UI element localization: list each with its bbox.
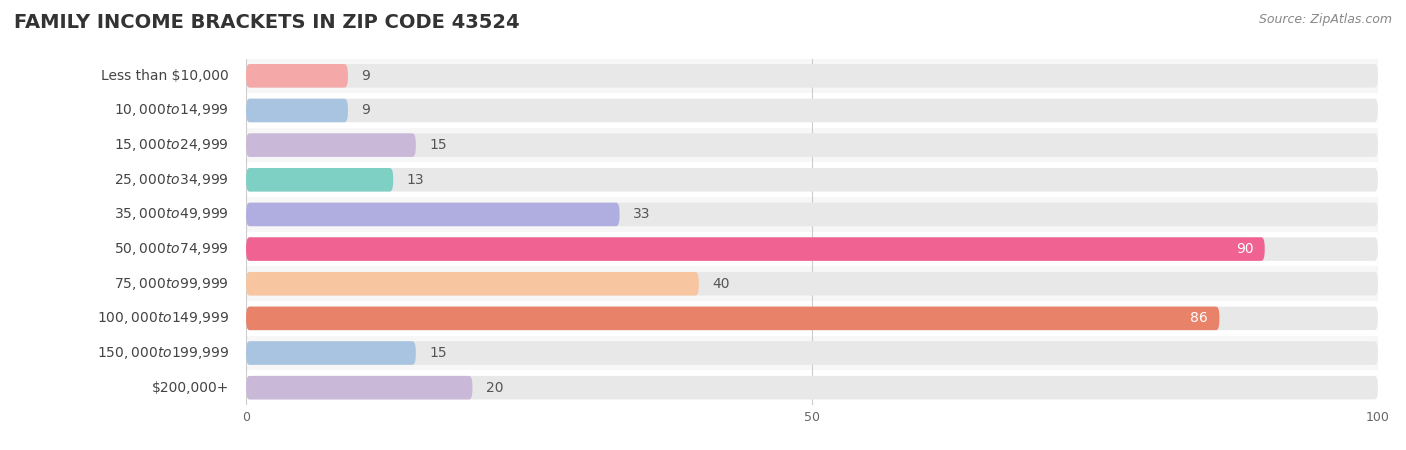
FancyBboxPatch shape: [246, 306, 1219, 330]
FancyBboxPatch shape: [246, 272, 699, 296]
FancyBboxPatch shape: [246, 133, 1378, 157]
FancyBboxPatch shape: [246, 93, 1378, 128]
FancyBboxPatch shape: [246, 202, 620, 226]
FancyBboxPatch shape: [246, 370, 1378, 405]
FancyBboxPatch shape: [246, 336, 1378, 370]
Text: $35,000 to $49,999: $35,000 to $49,999: [114, 207, 229, 222]
Text: $15,000 to $24,999: $15,000 to $24,999: [114, 137, 229, 153]
Text: 15: 15: [429, 138, 447, 152]
Text: 9: 9: [361, 104, 370, 117]
FancyBboxPatch shape: [246, 64, 347, 88]
FancyBboxPatch shape: [246, 58, 1378, 93]
Text: $50,000 to $74,999: $50,000 to $74,999: [114, 241, 229, 257]
FancyBboxPatch shape: [246, 306, 1378, 330]
Text: 33: 33: [633, 207, 651, 221]
FancyBboxPatch shape: [246, 376, 472, 400]
FancyBboxPatch shape: [246, 162, 1378, 197]
FancyBboxPatch shape: [246, 272, 1378, 296]
FancyBboxPatch shape: [246, 341, 1378, 365]
Text: $25,000 to $34,999: $25,000 to $34,999: [114, 172, 229, 188]
FancyBboxPatch shape: [246, 202, 1378, 226]
FancyBboxPatch shape: [246, 197, 1378, 232]
Text: Source: ZipAtlas.com: Source: ZipAtlas.com: [1258, 14, 1392, 27]
FancyBboxPatch shape: [246, 237, 1378, 261]
Text: 90: 90: [1236, 242, 1253, 256]
FancyBboxPatch shape: [246, 99, 347, 122]
FancyBboxPatch shape: [246, 376, 1378, 400]
Text: $75,000 to $99,999: $75,000 to $99,999: [114, 276, 229, 292]
FancyBboxPatch shape: [246, 168, 1378, 192]
FancyBboxPatch shape: [246, 266, 1378, 301]
FancyBboxPatch shape: [246, 301, 1378, 336]
Text: 15: 15: [429, 346, 447, 360]
FancyBboxPatch shape: [246, 64, 1378, 88]
Text: 20: 20: [486, 381, 503, 395]
Text: $200,000+: $200,000+: [152, 381, 229, 395]
FancyBboxPatch shape: [246, 341, 416, 365]
FancyBboxPatch shape: [246, 232, 1378, 266]
FancyBboxPatch shape: [246, 128, 1378, 162]
Text: FAMILY INCOME BRACKETS IN ZIP CODE 43524: FAMILY INCOME BRACKETS IN ZIP CODE 43524: [14, 14, 520, 32]
FancyBboxPatch shape: [246, 133, 416, 157]
Text: $150,000 to $199,999: $150,000 to $199,999: [97, 345, 229, 361]
Text: 86: 86: [1191, 311, 1208, 325]
Text: $100,000 to $149,999: $100,000 to $149,999: [97, 310, 229, 326]
Text: Less than $10,000: Less than $10,000: [101, 69, 229, 83]
FancyBboxPatch shape: [246, 237, 1265, 261]
Text: 9: 9: [361, 69, 370, 83]
Text: 13: 13: [406, 173, 425, 187]
FancyBboxPatch shape: [246, 99, 1378, 122]
FancyBboxPatch shape: [246, 168, 394, 192]
Text: $10,000 to $14,999: $10,000 to $14,999: [114, 103, 229, 118]
Text: 40: 40: [713, 277, 730, 291]
